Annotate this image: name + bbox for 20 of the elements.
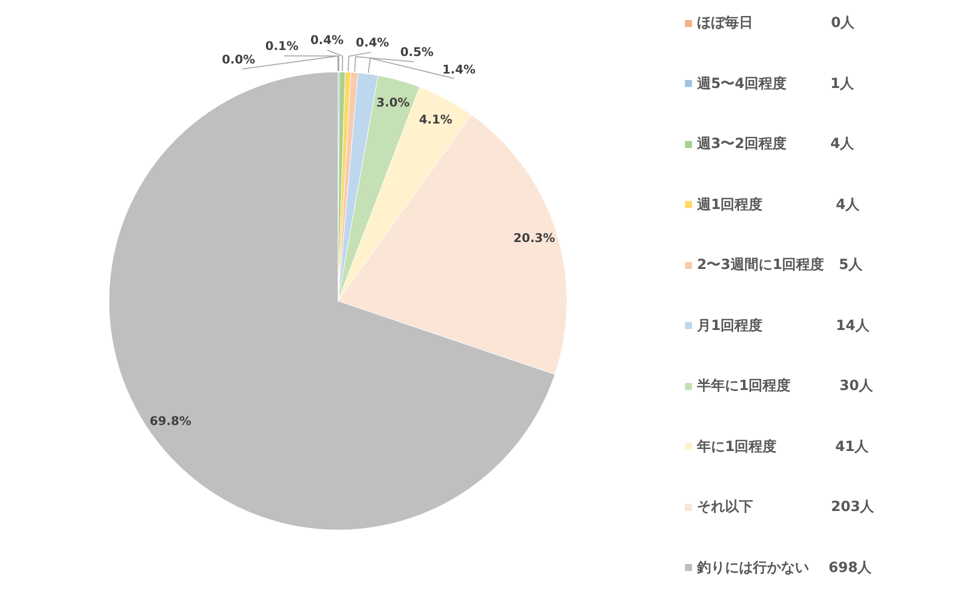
legend-label: 週5〜4回程度 1人	[697, 74, 854, 92]
legend-label: それ以下 203人	[697, 498, 874, 516]
data-label: 0.5%	[400, 45, 434, 60]
legend-label: 2〜3週間に1回程度 5人	[697, 256, 863, 274]
data-label: 3.0%	[376, 95, 410, 110]
legend-label: 釣りには行かない 698人	[697, 558, 872, 576]
legend-label: 年に1回程度 41人	[697, 438, 869, 456]
data-label: 69.8%	[150, 414, 192, 428]
legend-label: 月1回程度 14人	[697, 316, 870, 334]
legend-label: 週3〜2回程度 4人	[697, 135, 854, 153]
legend-label: 半年に1回程度 30人	[697, 377, 873, 395]
data-label: 1.4%	[442, 62, 476, 77]
data-label: 0.4%	[356, 35, 390, 50]
data-label: 0.1%	[265, 39, 299, 54]
data-label: 20.3%	[513, 230, 556, 245]
data-label: 0.4%	[310, 33, 344, 48]
legend-label: ほぼ毎日 0人	[697, 14, 855, 32]
data-label: 4.1%	[418, 112, 452, 126]
text: 0.0%	[222, 52, 256, 67]
legend-label: 週1回程度 4人	[697, 196, 860, 214]
